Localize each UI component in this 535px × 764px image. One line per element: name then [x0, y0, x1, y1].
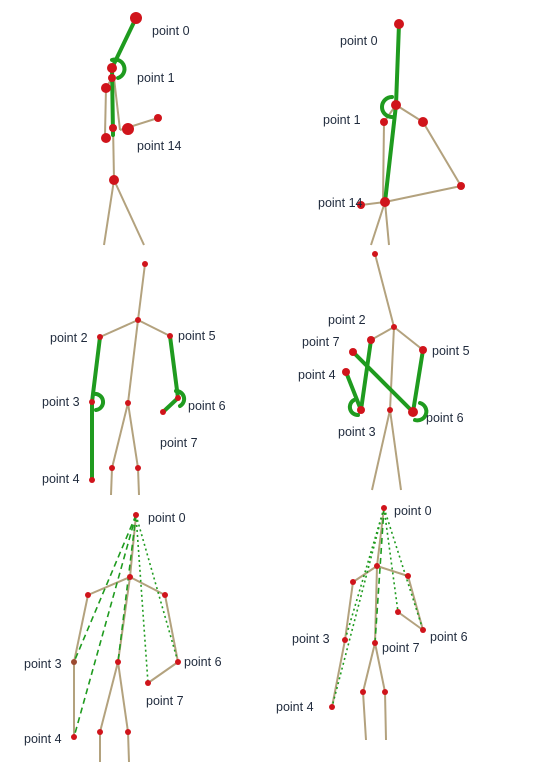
panel-front-head-distances-alt: point 0 point 3 point 7 point 6 point 4: [268, 500, 535, 764]
point-labels: point 0 point 1 point 14: [318, 34, 378, 210]
joint-point-0: [130, 12, 142, 24]
label-point-6: point 6: [188, 399, 226, 413]
label-point-0: point 0: [152, 24, 190, 38]
label-point-2: point 2: [50, 331, 88, 345]
joint-point-4: [71, 734, 77, 740]
label-point-4: point 4: [24, 732, 62, 746]
label-point-7: point 7: [382, 641, 420, 655]
joint-point-4: [89, 477, 95, 483]
label-point-3: point 3: [42, 395, 80, 409]
highlight-lines: [380, 22, 401, 204]
joint-point-3: [357, 406, 365, 414]
skeleton-bones: [360, 104, 462, 246]
label-point-7: point 7: [160, 436, 198, 450]
label-point-0: point 0: [394, 504, 432, 518]
joint-point-0: [133, 512, 139, 518]
panel-front-arm-angles: point 2 point 5 point 3 point 6 point 7 …: [0, 250, 268, 500]
label-point-6: point 6: [426, 411, 464, 425]
joints: [357, 19, 465, 209]
label-point-6: point 6: [430, 630, 468, 644]
joint-point-3: [342, 637, 348, 643]
panel-front-neck-angle: point 0 point 1 point 14: [268, 0, 535, 250]
panel-side-neck-angle: point 0 point 1 point 14: [0, 0, 268, 250]
label-point-5: point 5: [178, 329, 216, 343]
joint-point-14: [109, 175, 119, 185]
joint-point-6: [175, 395, 181, 401]
joint-point-5: [419, 346, 427, 354]
label-point-3: point 3: [24, 657, 62, 671]
joint-point-7: [395, 609, 401, 615]
joints: [329, 505, 426, 710]
joint-point-0: [381, 505, 387, 511]
joint-point-6: [408, 407, 418, 417]
distance-lines: [73, 514, 179, 738]
joint-point-5: [167, 333, 173, 339]
joint-point-0: [394, 19, 404, 29]
joints: [71, 512, 181, 740]
point-labels: point 2 point 7 point 5 point 4 point 3 …: [298, 313, 470, 439]
joint-point-7: [160, 409, 166, 415]
label-point-3: point 3: [338, 425, 376, 439]
label-point-2: point 2: [328, 313, 366, 327]
joints: [101, 12, 162, 185]
panel-front-crossed-arms: point 2 point 7 point 5 point 4 point 3 …: [268, 250, 535, 500]
distance-lines: [331, 507, 424, 708]
label-point-1: point 1: [137, 71, 175, 85]
joint-point-4: [329, 704, 335, 710]
joints: [342, 251, 427, 417]
label-point-7: point 7: [302, 335, 340, 349]
joint-point-14: [380, 197, 390, 207]
label-point-7: point 7: [146, 694, 184, 708]
label-point-4: point 4: [42, 472, 80, 486]
point-labels: point 0 point 3 point 6 point 7 point 4: [24, 511, 222, 746]
skeleton-bones: [331, 507, 424, 741]
point-labels: point 0 point 1 point 14: [137, 24, 190, 153]
joint-point-6: [175, 659, 181, 665]
label-point-3: point 3: [292, 632, 330, 646]
joint-point-1: [107, 63, 117, 73]
label-point-5: point 5: [432, 344, 470, 358]
label-point-14: point 14: [137, 139, 182, 153]
highlight-lines: [90, 334, 187, 482]
label-point-1: point 1: [323, 113, 361, 127]
skeleton-bones: [73, 514, 179, 763]
skeleton-bones: [370, 253, 424, 491]
joint-point-7: [349, 348, 357, 356]
label-point-0: point 0: [148, 511, 186, 525]
joint-point-1: [391, 100, 401, 110]
label-point-6: point 6: [184, 655, 222, 669]
joint-point-2: [367, 336, 375, 344]
joint-point-3: [71, 659, 77, 665]
highlight-lines: [344, 338, 429, 423]
joint-point-4: [342, 368, 350, 376]
label-point-0: point 0: [340, 34, 378, 48]
skeleton-bones: [99, 263, 171, 496]
label-point-14: point 14: [318, 196, 363, 210]
joint-point-7: [145, 680, 151, 686]
joint-point-6: [420, 627, 426, 633]
point-labels: point 0 point 3 point 7 point 6 point 4: [276, 504, 468, 714]
label-point-4: point 4: [298, 368, 336, 382]
joint-point-3: [89, 399, 95, 405]
label-point-4: point 4: [276, 700, 314, 714]
joint-point-2: [97, 334, 103, 340]
panel-front-head-distances: point 0 point 3 point 6 point 7 point 4: [0, 500, 268, 764]
joints: [89, 261, 181, 483]
point-labels: point 2 point 5 point 3 point 6 point 7 …: [42, 329, 226, 486]
